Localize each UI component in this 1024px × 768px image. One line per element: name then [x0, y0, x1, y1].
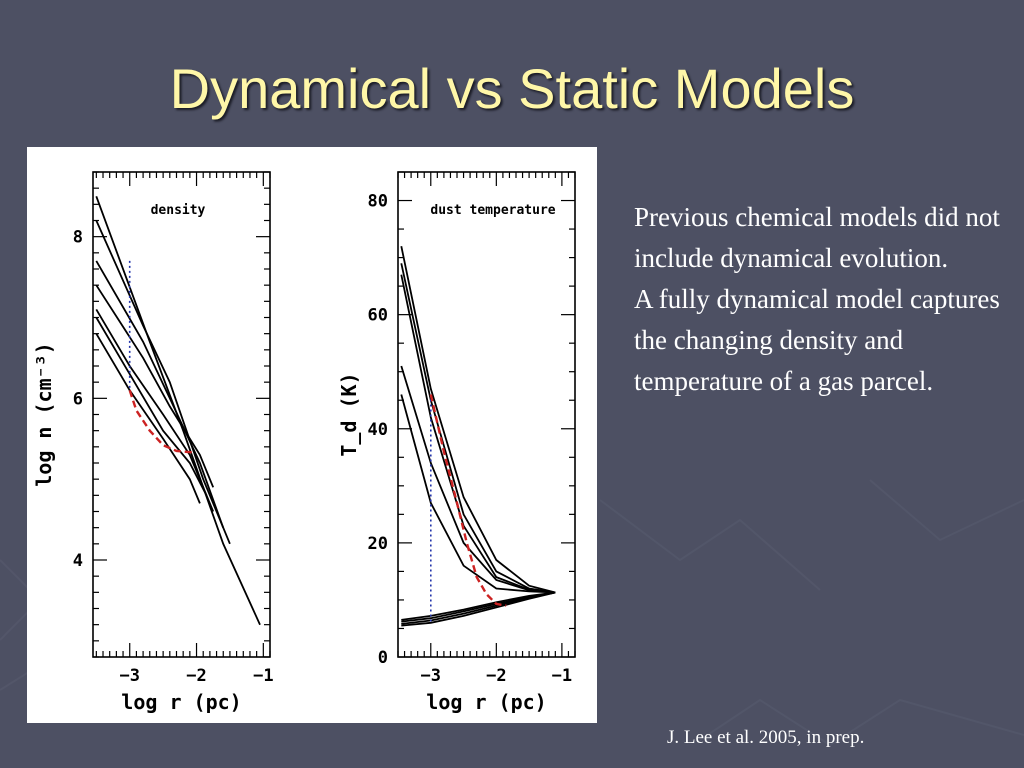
series-line-solid [400, 263, 556, 594]
series-line-solid [95, 308, 215, 512]
series-line-solid [95, 195, 261, 626]
body-paragraph-2: A fully dynamical model captures the cha… [634, 284, 1000, 396]
x-tick-label: −1 [552, 666, 572, 686]
citation: J. Lee et al. 2005, in prep. [667, 727, 865, 748]
series-line-solid [400, 274, 556, 594]
x-tick-label: −3 [421, 666, 441, 686]
body-paragraph-1: Previous chemical models did not include… [634, 202, 1000, 273]
series-line-solid [400, 246, 556, 594]
slide-body-text: Previous chemical models did not include… [634, 197, 1009, 402]
y-tick-label: 8 [73, 228, 83, 248]
series-group [400, 246, 556, 627]
series-line-dashed [128, 389, 194, 454]
x-tick-label: −3 [119, 666, 139, 686]
y-tick-label: 60 [368, 306, 388, 326]
chart-density: −3 −2 −1 4 6 8 log r (pc) log n (cm⁻³) density [32, 171, 274, 714]
series-line-solid [95, 220, 231, 545]
series-line-solid [95, 284, 215, 488]
x-axis-label: log r (pc) [121, 690, 241, 714]
series-line-solid [400, 365, 556, 594]
plot-annotation: dust temperature [430, 203, 555, 218]
series-line-solid [95, 317, 208, 496]
series-line-solid [400, 394, 556, 594]
y-tick-label: 80 [368, 192, 388, 212]
series-line-solid [401, 591, 556, 621]
x-tick-label: −2 [486, 666, 506, 686]
y-tick-label: 4 [73, 551, 83, 571]
figure-panel: −3 −2 −1 4 6 8 log r (pc) log n (cm⁻³) density −3… [27, 147, 597, 723]
y-tick-label: 0 [378, 648, 388, 668]
y-tick-label: 6 [73, 389, 83, 409]
series-line-solid [95, 260, 225, 529]
slide-title: Dynamical vs Static Models [169, 57, 855, 120]
x-tick-label: −2 [186, 666, 206, 686]
y-axis-label: log n (cm⁻³) [32, 342, 56, 487]
plot-annotation: density [151, 203, 206, 218]
series-line-solid [401, 591, 556, 627]
plot-frame [397, 171, 576, 658]
series-line-solid [95, 333, 201, 504]
y-tick-label: 20 [368, 534, 388, 554]
x-tick-label: −1 [253, 666, 273, 686]
series-group [95, 195, 261, 626]
series-line-dashed [429, 394, 507, 607]
y-tick-label: 40 [368, 420, 388, 440]
chart-dust-temperature: −3 −2 −1 0 20 40 60 80 log r (pc) T_d (K) dust tem… [337, 171, 576, 714]
x-axis-label: log r (pc) [426, 690, 546, 714]
y-axis-label: T_d (K) [337, 372, 361, 456]
